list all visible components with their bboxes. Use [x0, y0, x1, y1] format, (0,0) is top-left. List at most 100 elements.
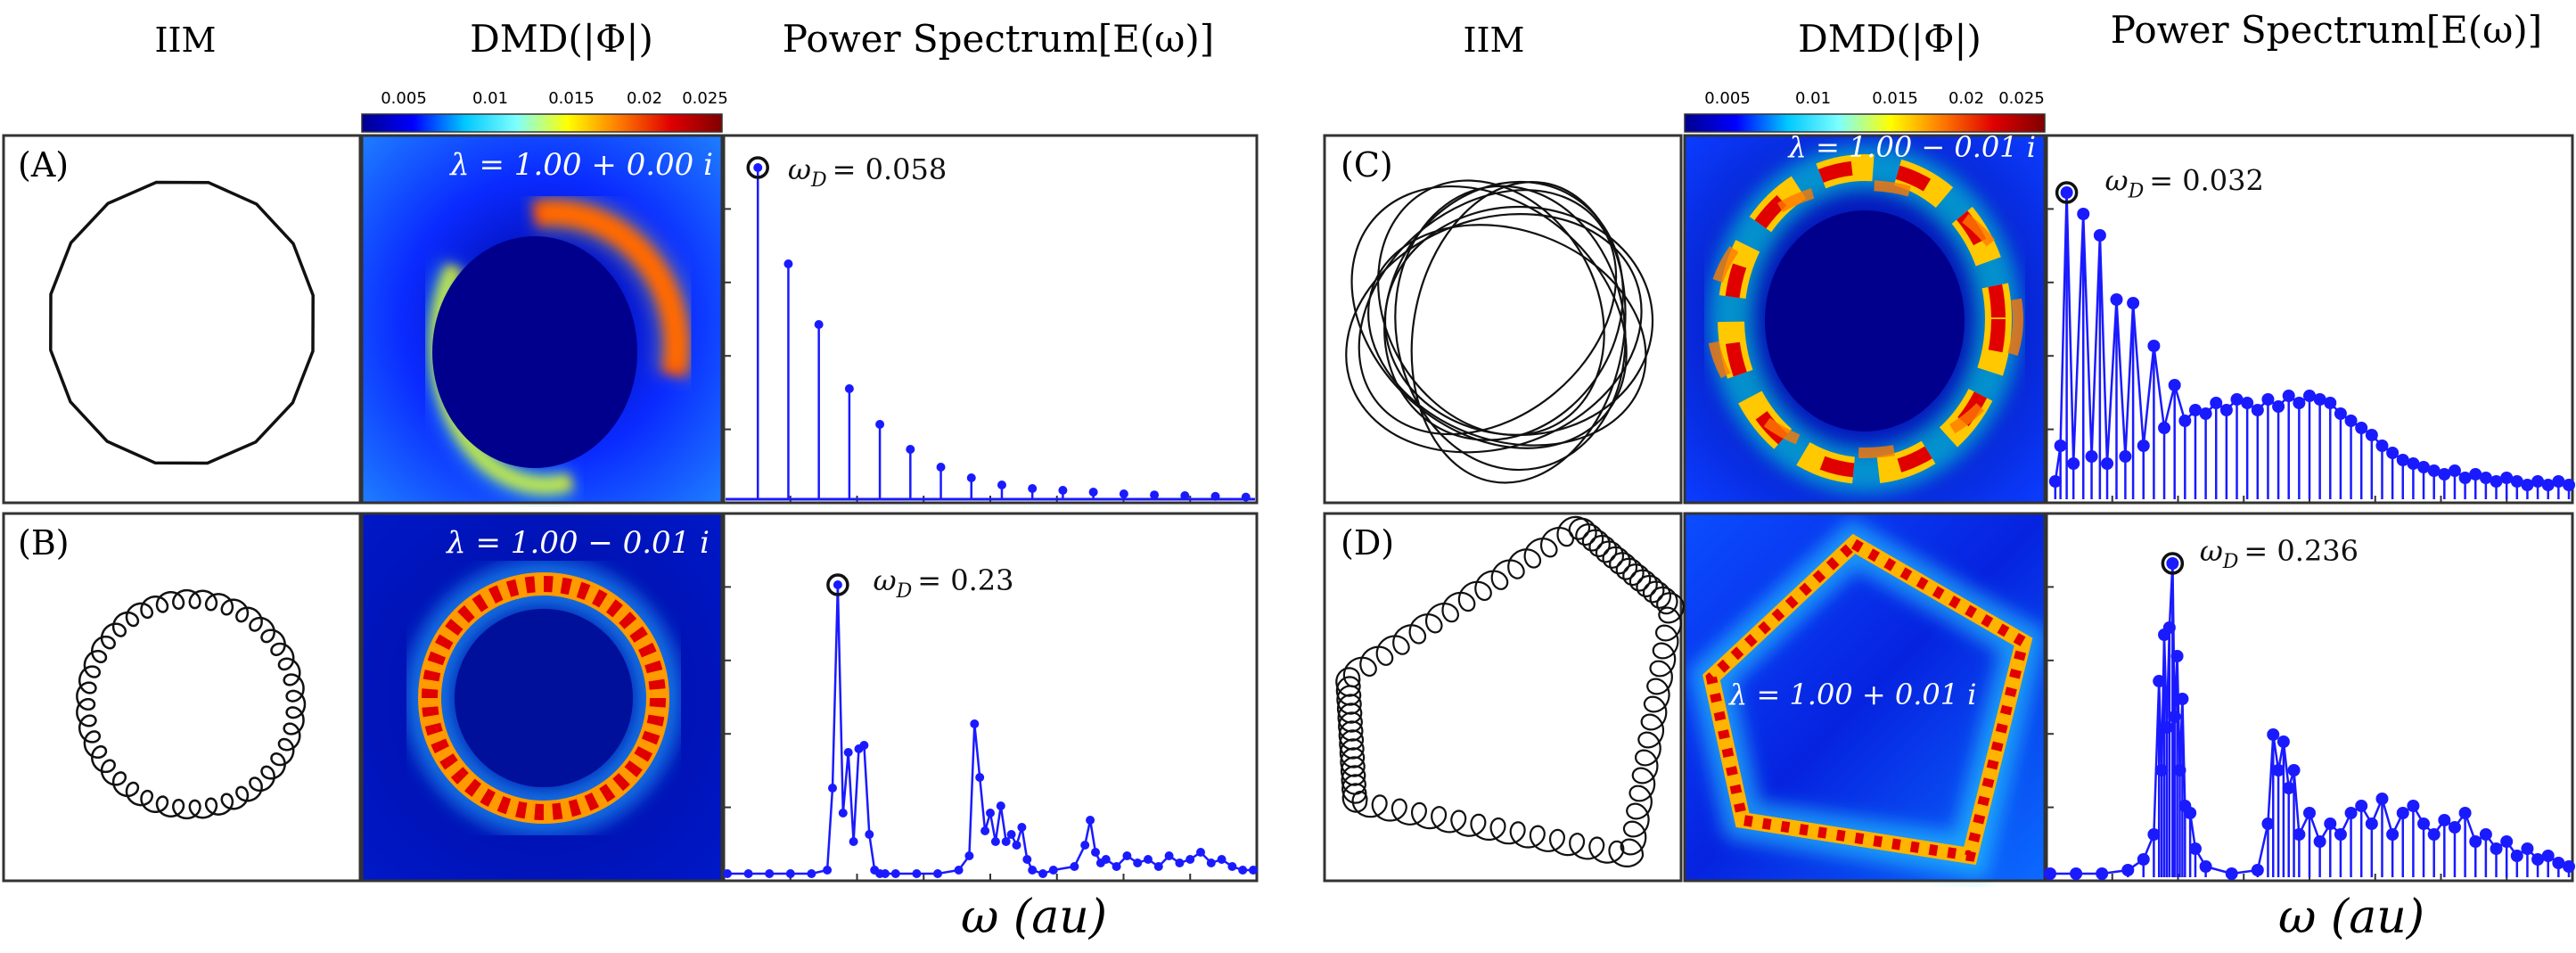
spectrum-point	[2168, 379, 2181, 391]
spectrum-point	[2127, 297, 2140, 309]
iim-panel-b: (B)	[2, 512, 362, 883]
spectrum-point	[2541, 479, 2555, 491]
dominant-peak-marker	[2055, 181, 2079, 204]
spectrum-point	[1070, 862, 1079, 871]
spectrum-point	[2251, 864, 2264, 876]
spectrum-point	[2199, 860, 2212, 873]
panel-label-d: (D)	[1341, 523, 1394, 563]
x-axis-label-right: ω (au)	[2278, 891, 2424, 944]
spectrum-point	[785, 869, 795, 878]
dominant-frequency-label: ωD = 0.236	[2200, 534, 2359, 573]
x-axis-label-left: ω (au)	[961, 891, 1107, 944]
dominant-frequency-label: ωD = 0.23	[874, 563, 1014, 603]
spectrum-point	[2303, 390, 2316, 402]
spectrum-point	[2160, 721, 2173, 734]
iim-c-trajectory	[1345, 179, 1654, 484]
spectrum-point	[2085, 450, 2098, 463]
spectrum-point	[1001, 837, 1011, 846]
spectrum-point	[2137, 440, 2150, 452]
spectrum-point	[2282, 782, 2295, 794]
spectrum-point	[2427, 828, 2441, 841]
spectrum-point	[1175, 859, 1185, 867]
spectrum-point	[980, 826, 990, 835]
spectrum-point	[2048, 475, 2062, 488]
spectrum-point	[2417, 817, 2431, 830]
spectrum-point	[890, 869, 900, 878]
iim-c-loop	[1345, 213, 1643, 454]
spectrum-point	[906, 445, 915, 454]
spectrum-point	[1150, 490, 1160, 500]
spectrum-point	[1119, 489, 1128, 498]
spectrum-point	[2210, 397, 2223, 409]
title-dmd-right: DMD(|Φ|)	[1798, 17, 1981, 61]
eigenvalue-label-d: λ = 1.00 + 0.01 i	[1727, 678, 1977, 711]
dominant-peak-marker	[746, 156, 769, 179]
spectrum-point	[2119, 450, 2132, 463]
colorbar-left-tick: 0.015	[548, 89, 595, 108]
spectrum-point	[2230, 393, 2244, 406]
column-titles: IIM DMD(|Φ|) Power Spectrum[E(ω)] IIM DM…	[155, 8, 2543, 61]
spectrum-point	[2427, 464, 2441, 477]
spectrum-point	[828, 784, 837, 793]
spectrum-point	[1012, 841, 1021, 850]
spectrum-point	[2438, 468, 2451, 481]
spectrum-point	[814, 320, 824, 329]
spectrum-point	[753, 163, 763, 172]
spectrum-point	[2044, 867, 2056, 880]
dmd-panel-b	[360, 512, 724, 883]
spectrum-point	[2158, 422, 2171, 434]
spectrum-point	[2458, 472, 2472, 484]
spectrum-point	[2479, 828, 2492, 841]
spectrum-point	[966, 473, 976, 482]
spectrum-point	[2267, 728, 2280, 741]
spectrum-point	[2272, 400, 2285, 413]
dominant-frequency-label: ωD = 0.032	[2105, 163, 2264, 202]
spectrum-point	[2407, 800, 2420, 812]
spectrum-point	[2162, 621, 2176, 634]
iim-c-loop	[1367, 224, 1647, 447]
spectrum-point	[996, 801, 1005, 810]
spectrum-point	[1210, 491, 1220, 501]
power-spectrum-panel-a: ωD = 0.058	[722, 134, 1259, 505]
spectrum-point	[912, 869, 922, 878]
spectrum-point	[2096, 867, 2109, 880]
spectrum-point	[2563, 860, 2575, 873]
spectrum-point	[2067, 457, 2080, 470]
spectrum-point	[1206, 859, 1216, 867]
spectrum-point	[2479, 472, 2492, 484]
colorbar-left-strip	[361, 113, 723, 133]
panel-label-b: (B)	[18, 523, 70, 563]
spectrum-point	[2277, 735, 2290, 748]
spectrum-point	[849, 837, 858, 846]
spectrum-point	[2261, 817, 2275, 830]
spectrum-point	[2407, 457, 2420, 470]
colorbar-right-tick: 0.01	[1795, 89, 1831, 108]
plot-frame	[722, 512, 1259, 883]
spectrum-point	[2070, 867, 2083, 880]
spectrum-point	[2500, 472, 2514, 484]
spectrum-point	[2188, 404, 2202, 416]
spectrum-point	[2521, 842, 2534, 855]
iim-c-loop	[1350, 185, 1628, 449]
spectrum-point	[2324, 817, 2337, 830]
spectrum-point	[933, 869, 942, 878]
title-iim-right: IIM	[1464, 21, 1525, 60]
spectrum-point	[2510, 475, 2523, 488]
iim-panel-c: (C)	[1323, 134, 1683, 505]
spectrum-point	[1017, 823, 1027, 832]
spectrum-point	[2552, 475, 2565, 488]
spectrum-point	[2251, 404, 2264, 416]
spectrum-point	[1058, 486, 1068, 495]
spectrum-point	[2552, 857, 2565, 869]
spectrum-point	[2355, 422, 2368, 434]
spectrum-point	[2093, 229, 2106, 242]
spectrum-point	[2355, 800, 2368, 812]
spectrum-point	[844, 384, 854, 393]
iim-panel-d: (D)	[1323, 512, 1686, 883]
spectrum-point	[1101, 855, 1111, 864]
colorbar-right: 0.005 0.01 0.015 0.02 0.025	[1684, 89, 2046, 133]
spectrum-point	[2060, 186, 2073, 199]
spectrum-point	[2563, 479, 2575, 491]
spectrum-point	[2147, 340, 2161, 352]
spectrum-point	[954, 866, 964, 875]
